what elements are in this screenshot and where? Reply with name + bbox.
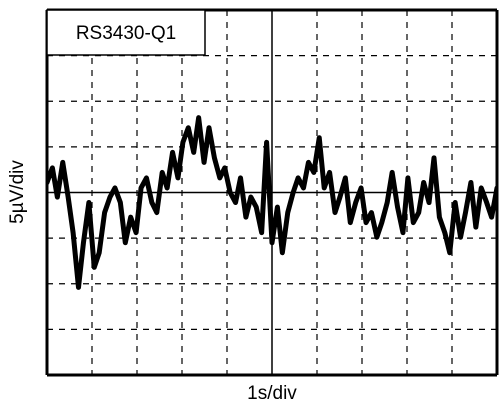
x-axis-label: 1s/div (247, 383, 297, 404)
trace-area (47, 115, 497, 290)
annotation: RS3430-Q1 (76, 23, 176, 44)
annotation-box (46, 9, 206, 56)
trace-line (47, 115, 497, 290)
y-axis-label: 5µV/div (7, 160, 28, 224)
